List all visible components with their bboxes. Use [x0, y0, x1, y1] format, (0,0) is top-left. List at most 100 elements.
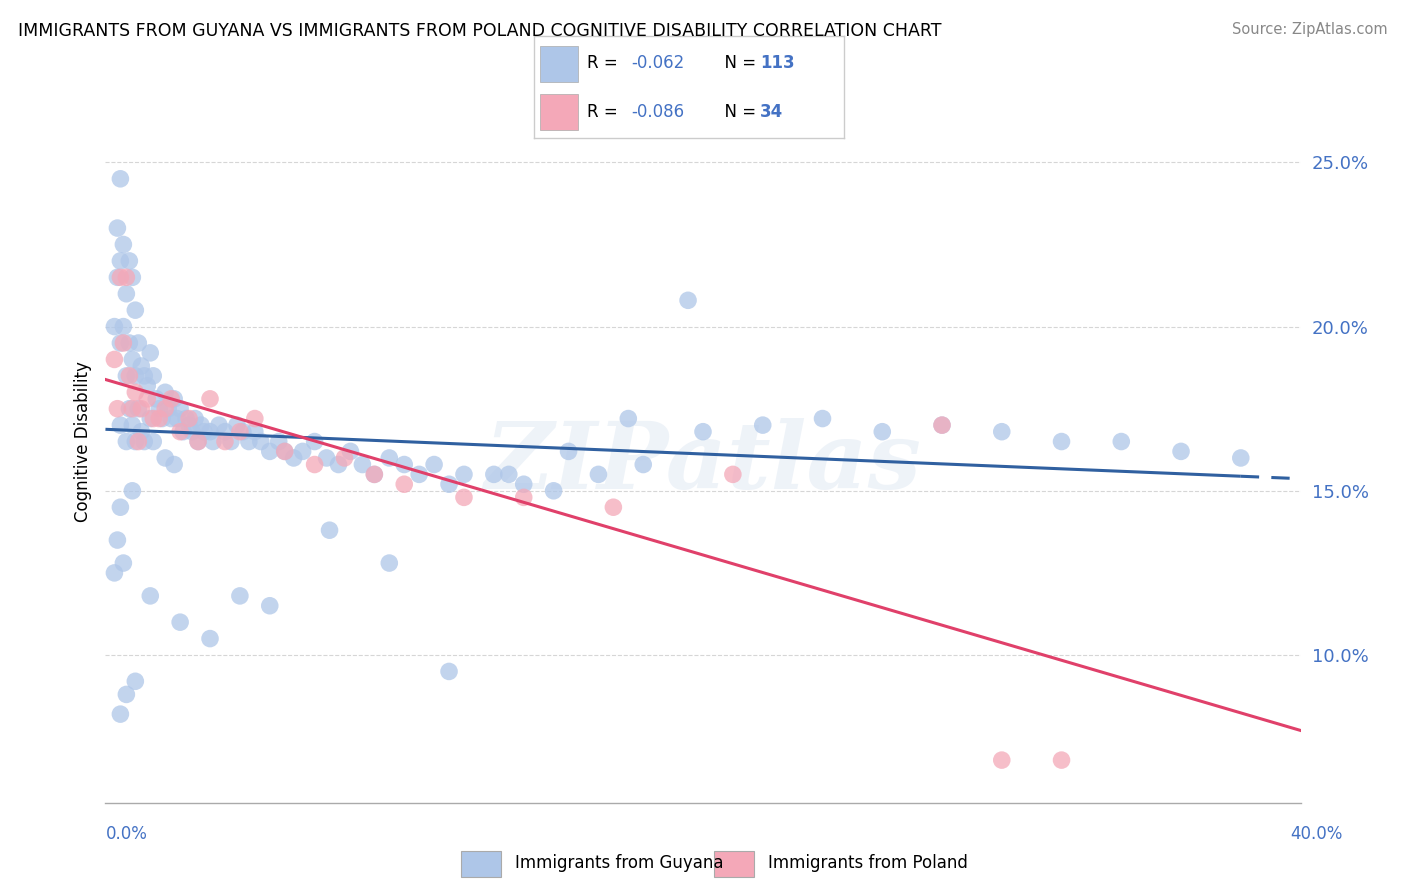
Text: R =: R = [586, 54, 623, 72]
Point [110, 707, 132, 722]
Point [115, 434, 138, 449]
Point [872, 425, 894, 439]
Point [112, 336, 135, 351]
Point [157, 401, 180, 416]
Point [118, 336, 141, 351]
Point [259, 599, 281, 613]
Text: Immigrants from Guyana: Immigrants from Guyana [515, 854, 723, 872]
Point [243, 411, 266, 425]
Point [121, 418, 143, 433]
Text: -0.062: -0.062 [631, 54, 685, 72]
Point [498, 467, 520, 482]
Point [115, 687, 138, 701]
Point [243, 425, 266, 439]
Point [110, 500, 132, 515]
Point [103, 319, 125, 334]
Point [363, 467, 385, 482]
Point [229, 589, 252, 603]
Point [1111, 434, 1133, 449]
Text: 40.0%: 40.0% [1291, 825, 1343, 843]
Point [588, 467, 610, 482]
Bar [540, 95, 578, 130]
Text: IMMIGRANTS FROM GUYANA VS IMMIGRANTS FROM POLAND COGNITIVE DISABILITY CORRELATIO: IMMIGRANTS FROM GUYANA VS IMMIGRANTS FRO… [18, 22, 942, 40]
Point [121, 352, 143, 367]
Point [124, 368, 146, 383]
Point [118, 401, 141, 416]
Point [169, 615, 191, 630]
Point [145, 392, 167, 406]
Text: 0.0%: 0.0% [105, 825, 148, 843]
Point [160, 392, 183, 406]
Point [142, 368, 165, 383]
Point [115, 270, 138, 285]
Point [198, 392, 221, 406]
Point [304, 458, 326, 472]
Point [112, 237, 135, 252]
Point [118, 368, 141, 383]
Point [139, 411, 162, 425]
Point [453, 491, 475, 505]
Point [339, 444, 361, 458]
Point [208, 418, 231, 433]
Point [990, 753, 1012, 767]
Point [110, 336, 132, 351]
Point [127, 434, 149, 449]
Bar [461, 851, 501, 877]
Point [676, 293, 699, 308]
Point [202, 434, 225, 449]
Point [751, 418, 773, 433]
Point [112, 319, 135, 334]
Point [333, 450, 356, 465]
Point [163, 458, 186, 472]
Point [259, 444, 281, 458]
Point [134, 434, 156, 449]
Point [633, 458, 655, 472]
Point [543, 483, 565, 498]
Point [110, 270, 132, 285]
Point [129, 359, 153, 373]
Point [482, 467, 505, 482]
Point [225, 418, 249, 433]
Point [124, 434, 146, 449]
Point [118, 253, 141, 268]
Text: Source: ZipAtlas.com: Source: ZipAtlas.com [1232, 22, 1388, 37]
Point [121, 270, 143, 285]
Point [127, 336, 149, 351]
Point [193, 425, 215, 439]
Point [107, 533, 129, 547]
Bar [714, 851, 754, 877]
Point [187, 434, 209, 449]
Point [103, 566, 125, 580]
Text: Immigrants from Poland: Immigrants from Poland [768, 854, 967, 872]
Point [363, 467, 385, 482]
Point [328, 458, 350, 472]
Point [291, 444, 314, 458]
Point [617, 411, 640, 425]
Point [172, 425, 194, 439]
Text: 34: 34 [761, 103, 783, 120]
Point [423, 458, 446, 472]
Point [394, 458, 416, 472]
Y-axis label: Cognitive Disability: Cognitive Disability [73, 361, 91, 522]
Point [174, 411, 197, 425]
Point [318, 523, 340, 537]
Point [198, 632, 221, 646]
Point [990, 425, 1012, 439]
Point [139, 589, 162, 603]
Point [1229, 450, 1253, 465]
Text: N =: N = [714, 54, 761, 72]
Point [177, 411, 201, 425]
Point [107, 401, 129, 416]
Point [378, 556, 401, 570]
Text: ZIPatlas: ZIPatlas [485, 418, 921, 508]
Point [148, 411, 170, 425]
Point [160, 411, 183, 425]
Point [150, 411, 173, 425]
Point [721, 467, 744, 482]
Point [115, 368, 138, 383]
Point [250, 434, 273, 449]
Point [155, 401, 177, 416]
Point [110, 253, 132, 268]
Point [124, 303, 146, 318]
Point [1050, 753, 1073, 767]
